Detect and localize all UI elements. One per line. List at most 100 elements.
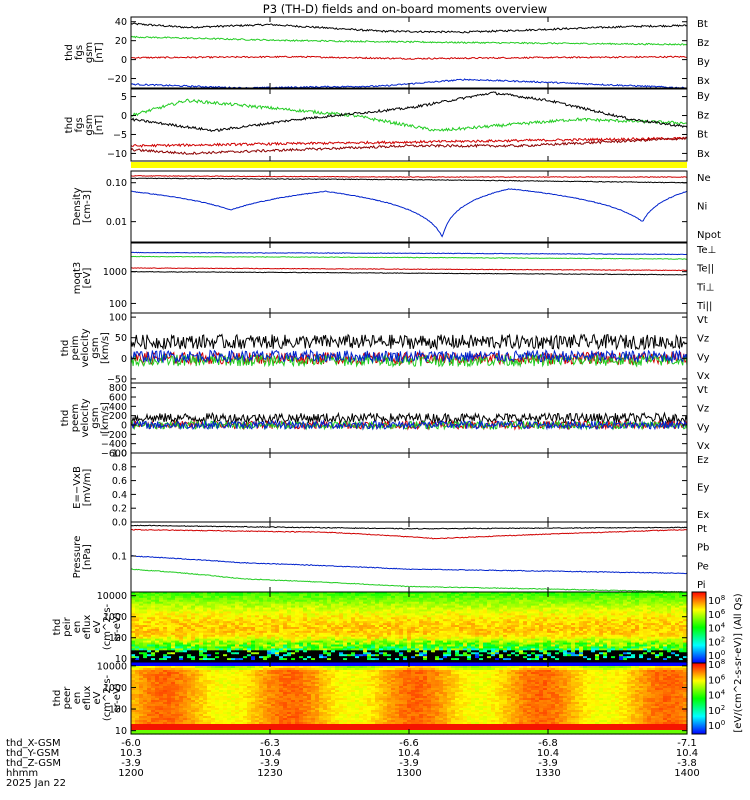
spectrogram-cell <box>419 642 424 646</box>
y-axis-label: thd <box>60 340 71 357</box>
spectrogram-cell <box>275 611 280 614</box>
spectrogram-cell <box>167 621 172 624</box>
spectrogram-cell <box>375 619 380 622</box>
spectrogram-cell <box>555 617 560 620</box>
spectrogram-cell <box>603 646 608 649</box>
spectrogram-cell <box>351 605 356 609</box>
spectrogram-cell <box>495 646 500 649</box>
spectrogram-cell <box>463 595 468 599</box>
spectrogram-cell <box>575 650 580 653</box>
spectrogram-cell <box>259 605 264 609</box>
spectrogram-cell <box>579 627 584 630</box>
spectrogram-cell <box>451 601 456 605</box>
spectrogram-cell <box>655 613 660 616</box>
spectrogram-cell <box>287 634 292 638</box>
spectrogram-cell <box>235 644 240 648</box>
spectrogram-cell <box>519 621 524 624</box>
spectrogram-cell <box>487 621 492 624</box>
spectrogram-cell <box>615 652 620 655</box>
spectrogram-cell <box>363 650 368 653</box>
series-line-Vt <box>130 411 688 425</box>
spectrogram-cell <box>467 628 472 632</box>
spectrogram-cell <box>427 652 432 655</box>
spectrogram-cell <box>327 623 332 626</box>
spectrogram-cell <box>647 621 652 624</box>
spectrogram-cell <box>379 658 384 661</box>
spectrogram-cell <box>639 619 644 622</box>
spectrogram-cell <box>503 654 508 657</box>
spectrogram-cell <box>471 601 476 605</box>
spectrogram-cell <box>603 607 608 611</box>
spectrogram-cell <box>191 630 196 634</box>
spectrogram-cell <box>343 640 348 644</box>
spectrogram-cell <box>355 654 360 657</box>
spectrogram-cell <box>231 615 236 618</box>
spectrogram-cell <box>243 654 248 657</box>
spectrogram-cell <box>603 611 608 614</box>
spectrogram-cell <box>395 599 400 603</box>
spectrogram-cell <box>383 634 388 638</box>
spectrogram-cell <box>143 597 148 601</box>
spectrogram-cell <box>647 636 652 640</box>
spectrogram-cell <box>611 644 616 648</box>
spectrogram-cell <box>611 652 616 655</box>
spectrogram-cell <box>179 593 184 597</box>
spectrogram-cell <box>387 638 392 642</box>
spectrogram-cell <box>607 656 612 659</box>
spectrogram-cell <box>283 605 288 609</box>
spectrogram-cell <box>555 644 560 648</box>
spectrogram-cell <box>359 597 364 601</box>
spectrogram-cell <box>407 632 412 636</box>
spectrogram-cell <box>419 652 424 655</box>
spectrogram-cell <box>175 627 180 630</box>
spectrogram-cell <box>383 640 388 644</box>
spectrogram-cell <box>263 623 268 626</box>
spectrogram-cell <box>295 621 300 624</box>
spectrogram-cell <box>367 599 372 603</box>
spectrogram-cell <box>631 638 636 642</box>
spectrogram-cell <box>567 650 572 653</box>
spectrogram-cell <box>383 603 388 607</box>
spectrogram-cell <box>599 642 604 646</box>
spectrogram-cell <box>591 595 596 599</box>
spectrogram-cell <box>291 658 296 661</box>
spectrogram-cell <box>295 630 300 634</box>
spectrogram-cell <box>455 605 460 609</box>
spectrogram-cell <box>371 650 376 653</box>
spectrogram-cell <box>571 636 576 640</box>
spectrogram-cell <box>415 640 420 644</box>
spectrogram-cell <box>519 650 524 653</box>
spectrogram-cell <box>639 656 644 659</box>
spectrogram-cell <box>151 609 156 613</box>
spectrogram-cell <box>231 607 236 611</box>
spectrogram-cell <box>147 630 152 634</box>
spectrogram-cell <box>683 634 688 638</box>
spectrogram-cell <box>499 595 504 599</box>
y-axis-label: [km/s] <box>100 332 111 364</box>
spectrogram-cell <box>587 599 592 603</box>
spectrogram-cell <box>279 636 284 640</box>
spectrogram-cell <box>359 632 364 636</box>
spectrogram-cell <box>559 599 564 603</box>
spectrogram-cell <box>359 656 364 659</box>
spectrogram-cell <box>215 615 220 618</box>
spectrogram-cell <box>551 621 556 624</box>
spectrogram-cell <box>683 597 688 601</box>
spectrogram-cell <box>295 640 300 644</box>
spectrogram-cell <box>235 601 240 605</box>
spectrogram-cell <box>623 625 628 628</box>
spectrogram-cell <box>159 650 164 653</box>
spectrogram-cell <box>223 601 228 605</box>
spectrogram-cell <box>227 628 232 632</box>
spectrogram-cell <box>283 592 288 595</box>
spectrogram-cell <box>463 642 468 646</box>
spectrogram-cell <box>155 601 160 605</box>
spectrogram-cell <box>195 648 200 651</box>
spectrogram-cell <box>287 617 292 620</box>
spectrogram-cell <box>447 644 452 648</box>
spectrogram-cell <box>315 656 320 659</box>
spectrogram-cell <box>183 603 188 607</box>
series-line-Vt <box>130 333 688 351</box>
spectrogram-cell <box>515 595 520 599</box>
spectrogram-cell <box>511 593 516 597</box>
